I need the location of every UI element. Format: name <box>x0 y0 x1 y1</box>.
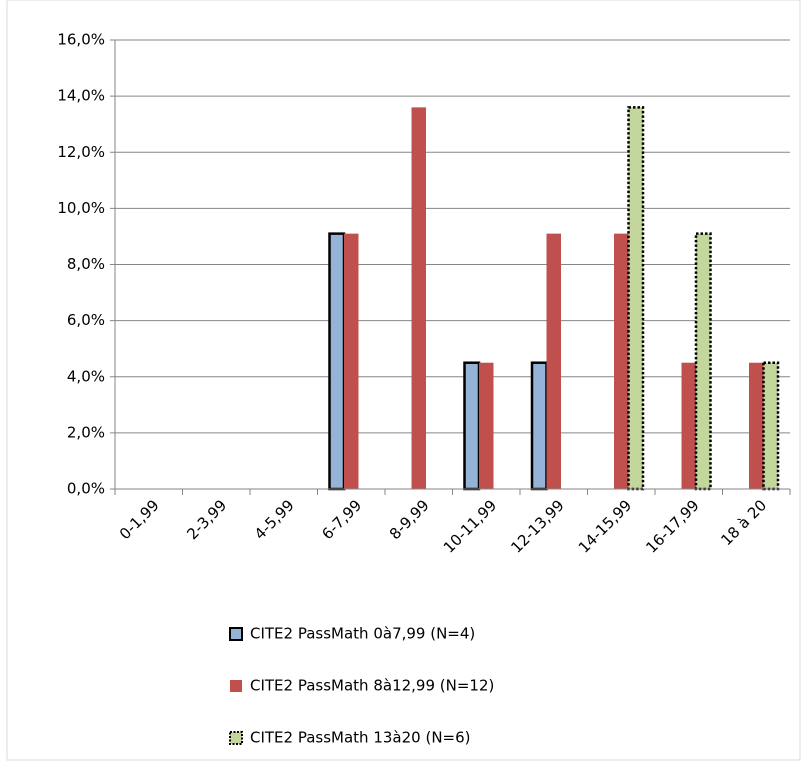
legend-label: CITE2 PassMath 8à12,99 (N=12) <box>250 677 494 695</box>
y-tick-label: 10,0% <box>57 199 105 217</box>
bar <box>681 362 696 489</box>
bar <box>546 233 561 489</box>
y-tick-label: 4,0% <box>67 367 105 385</box>
bar <box>627 106 645 491</box>
legend-swatch <box>230 680 242 692</box>
y-tick-label: 6,0% <box>67 311 105 329</box>
y-tick-label: 8,0% <box>67 255 105 273</box>
legend-swatch <box>229 731 243 745</box>
legend-label: CITE2 PassMath 0à7,99 (N=4) <box>250 625 475 643</box>
bar <box>762 361 780 491</box>
bar <box>463 361 481 491</box>
bar <box>344 233 359 489</box>
y-tick-label: 16,0% <box>57 31 105 49</box>
y-tick-label: 0,0% <box>67 480 105 498</box>
y-tick-label: 14,0% <box>57 87 105 105</box>
bar <box>530 361 548 491</box>
bar <box>328 232 346 491</box>
legend-label: CITE2 PassMath 13à20 (N=6) <box>250 729 471 747</box>
legend-swatch <box>229 627 243 641</box>
bar <box>411 107 426 489</box>
chart-frame <box>6 0 801 761</box>
y-tick-label: 12,0% <box>57 143 105 161</box>
bar <box>479 362 494 489</box>
bar <box>749 362 764 489</box>
bar <box>614 233 629 489</box>
bar <box>694 232 712 491</box>
y-tick-label: 2,0% <box>67 423 105 441</box>
